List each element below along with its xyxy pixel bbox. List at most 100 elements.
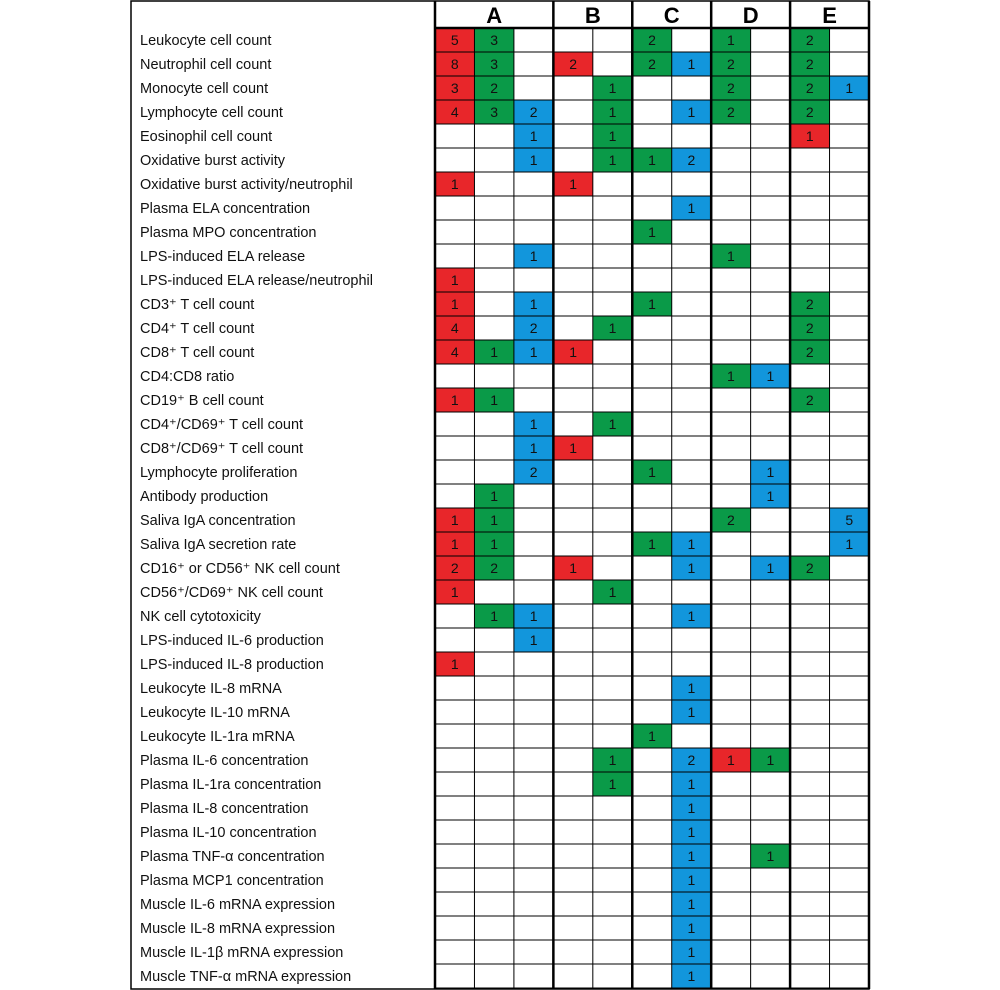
cell-blue <box>671 556 712 580</box>
cell-value: 2 <box>530 464 538 480</box>
cell-blue <box>513 628 554 652</box>
cell-value: 2 <box>490 560 498 576</box>
cell-value: 1 <box>766 464 774 480</box>
cell-red <box>553 172 593 196</box>
row-label: Leukocyte IL-1ra mRNA <box>140 729 295 745</box>
cell-blue <box>750 364 791 388</box>
cell-value: 2 <box>530 104 538 120</box>
row-label: Muscle IL-6 mRNA expression <box>140 897 335 913</box>
cell-value: 4 <box>451 104 459 120</box>
cell-blue <box>671 916 712 940</box>
cell-green <box>474 52 514 76</box>
cell-blue <box>513 244 554 268</box>
cell-value: 2 <box>688 752 696 768</box>
cell-value: 1 <box>609 80 617 96</box>
cell-value: 2 <box>806 80 814 96</box>
row-label: Oxidative burst activity/neutrophil <box>140 177 353 193</box>
row-label: Antibody production <box>140 489 268 505</box>
cell-value: 1 <box>727 368 735 384</box>
cell-green <box>632 292 672 316</box>
cell-value: 1 <box>648 728 656 744</box>
cell-value: 1 <box>451 272 459 288</box>
row-label: Plasma MCP1 concentration <box>140 873 324 889</box>
cell-blue <box>750 484 791 508</box>
cell-green <box>474 28 514 52</box>
cell-green <box>592 148 633 172</box>
cell-value: 4 <box>451 320 459 336</box>
group-headers: A B C D E <box>486 3 837 28</box>
cell-blue <box>513 340 554 364</box>
cell-value: 1 <box>609 320 617 336</box>
row-label: Leukocyte IL-8 mRNA <box>140 681 282 697</box>
cell-blue <box>671 676 712 700</box>
cell-red <box>435 556 475 580</box>
cell-red <box>435 172 475 196</box>
cell-value: 1 <box>688 968 696 984</box>
row-label: CD4:CD8 ratio <box>140 369 234 385</box>
cell-value: 2 <box>648 32 656 48</box>
cell-value: 3 <box>490 104 498 120</box>
cell-blue <box>513 604 554 628</box>
cell-value: 2 <box>727 56 735 72</box>
cell-blue <box>671 892 712 916</box>
cell-blue <box>750 556 791 580</box>
row-label: CD8⁺/CD69⁺ T cell count <box>140 441 303 457</box>
cell-red <box>553 556 593 580</box>
row-label: Eosinophil cell count <box>140 129 272 145</box>
cell-value: 1 <box>530 416 538 432</box>
cell-value: 1 <box>845 536 853 552</box>
cell-value: 1 <box>648 536 656 552</box>
cell-red <box>435 580 475 604</box>
cell-value: 1 <box>766 848 774 864</box>
cell-value: 1 <box>845 80 853 96</box>
cell-value: 1 <box>451 656 459 672</box>
row-label: Plasma IL-10 concentration <box>140 825 317 841</box>
cell-value: 1 <box>569 560 577 576</box>
cell-red <box>435 340 475 364</box>
cell-value: 2 <box>727 512 735 528</box>
cell-value: 1 <box>688 920 696 936</box>
cell-blue <box>671 100 712 124</box>
cell-value: 1 <box>688 680 696 696</box>
row-label: Monocyte cell count <box>140 81 268 97</box>
row-label: Plasma IL-6 concentration <box>140 753 308 769</box>
cell-blue <box>671 52 712 76</box>
cell-green <box>790 316 830 340</box>
cell-value: 1 <box>490 512 498 528</box>
cell-blue <box>513 124 554 148</box>
cell-value: 1 <box>609 416 617 432</box>
cell-green <box>632 52 672 76</box>
cell-green <box>711 52 751 76</box>
cell-value: 3 <box>451 80 459 96</box>
cell-blue <box>513 100 554 124</box>
cell-value: 1 <box>766 488 774 504</box>
cell-value: 5 <box>451 32 459 48</box>
cell-value: 1 <box>648 464 656 480</box>
cell-value: 1 <box>451 296 459 312</box>
cell-value: 1 <box>688 824 696 840</box>
group-header-b: B <box>585 3 601 28</box>
cell-value: 1 <box>688 704 696 720</box>
cell-value: 1 <box>530 152 538 168</box>
cell-red <box>435 292 475 316</box>
cell-red <box>435 100 475 124</box>
cell-green <box>592 748 633 772</box>
cell-red <box>553 340 593 364</box>
cell-red <box>435 268 475 292</box>
cell-blue <box>829 532 869 556</box>
cell-value: 1 <box>530 344 538 360</box>
cell-value: 2 <box>806 32 814 48</box>
cell-value: 1 <box>688 800 696 816</box>
cell-value: 1 <box>688 896 696 912</box>
cell-value: 2 <box>727 80 735 96</box>
row-label: Plasma IL-8 concentration <box>140 801 308 817</box>
cell-value: 1 <box>609 152 617 168</box>
cell-blue <box>671 868 712 892</box>
row-label: Lymphocyte proliferation <box>140 465 297 481</box>
row-label: Lymphocyte cell count <box>140 105 283 121</box>
cell-red <box>790 124 830 148</box>
cell-blue <box>671 820 712 844</box>
cell-blue <box>671 844 712 868</box>
cell-green <box>632 724 672 748</box>
cell-value: 1 <box>727 752 735 768</box>
